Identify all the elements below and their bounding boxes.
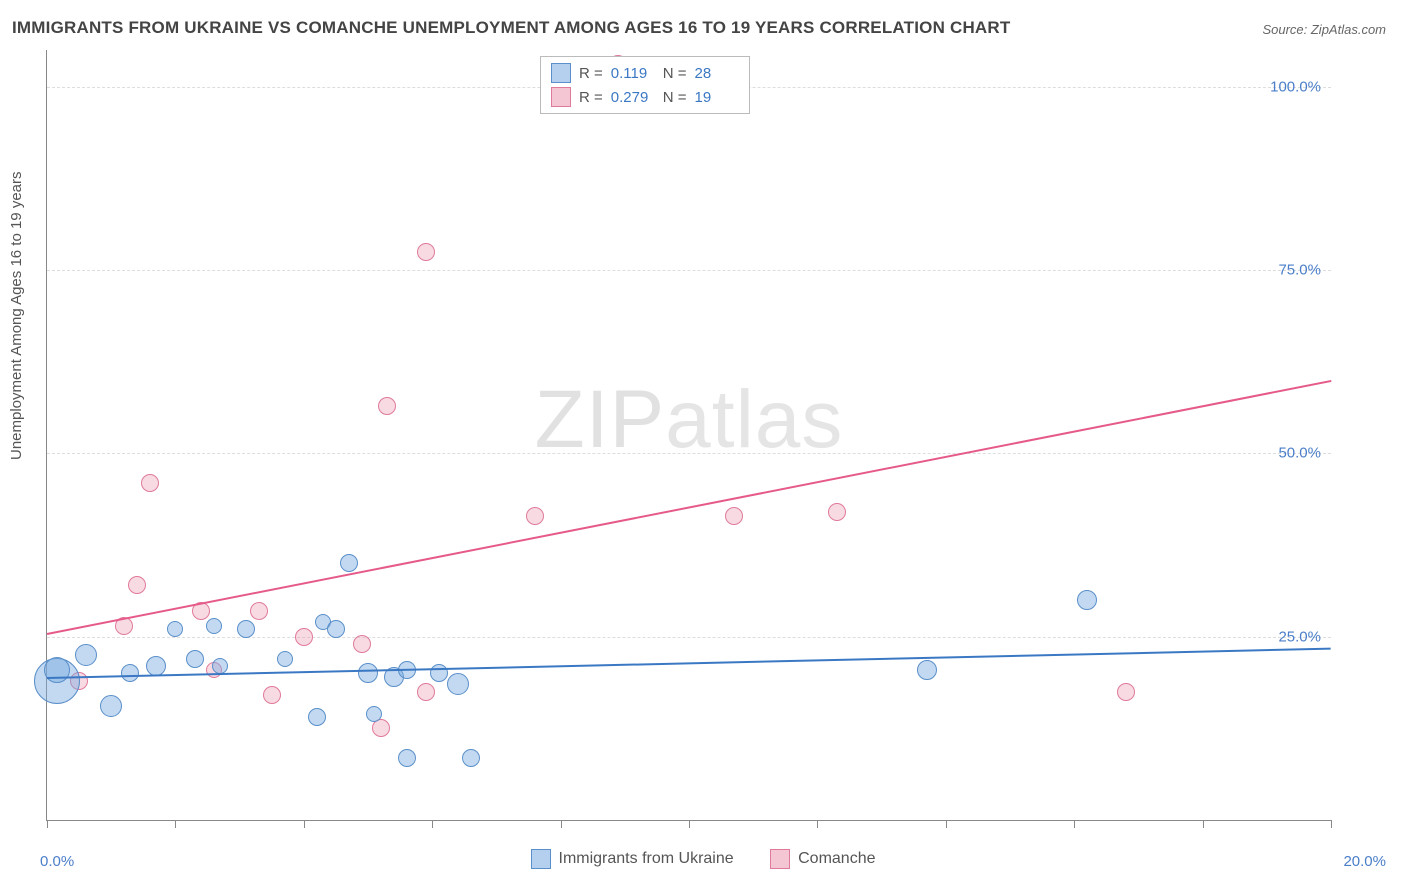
chart-plot-area: ZIPatlas 25.0% 50.0% 75.0% 100.0% bbox=[46, 50, 1331, 821]
n-label: N = bbox=[663, 89, 687, 106]
data-point-pink bbox=[526, 507, 544, 525]
legend-label-pink: Comanche bbox=[798, 850, 875, 868]
x-tick-mark bbox=[1074, 820, 1075, 828]
data-point-blue bbox=[1077, 590, 1097, 610]
data-point-pink bbox=[828, 503, 846, 521]
data-point-pink bbox=[141, 474, 159, 492]
trend-line-blue bbox=[47, 648, 1331, 679]
data-point-blue bbox=[100, 695, 122, 717]
data-point-pink bbox=[263, 686, 281, 704]
chart-title: IMMIGRANTS FROM UKRAINE VS COMANCHE UNEM… bbox=[12, 18, 1010, 38]
gridline bbox=[47, 270, 1331, 271]
data-point-blue bbox=[308, 708, 326, 726]
gridline bbox=[47, 453, 1331, 454]
r-value-pink: 0.279 bbox=[611, 89, 655, 106]
data-point-pink bbox=[725, 507, 743, 525]
data-point-pink bbox=[372, 719, 390, 737]
data-point-blue bbox=[340, 554, 358, 572]
r-label: R = bbox=[579, 65, 603, 82]
gridline bbox=[47, 637, 1331, 638]
x-tick-mark bbox=[304, 820, 305, 828]
data-point-blue bbox=[447, 673, 469, 695]
source-attribution: Source: ZipAtlas.com bbox=[1262, 22, 1386, 37]
data-point-pink bbox=[417, 683, 435, 701]
x-axis-min-label: 0.0% bbox=[40, 853, 74, 870]
data-point-blue bbox=[186, 650, 204, 668]
data-point-blue bbox=[167, 621, 183, 637]
legend-row-pink: R = 0.279 N = 19 bbox=[551, 85, 739, 109]
data-point-pink bbox=[250, 602, 268, 620]
legend-row-blue: R = 0.119 N = 28 bbox=[551, 61, 739, 85]
data-point-blue bbox=[237, 620, 255, 638]
watermark-thin: atlas bbox=[665, 374, 843, 465]
data-point-pink bbox=[1117, 683, 1135, 701]
y-tick-label: 100.0% bbox=[1270, 78, 1321, 95]
data-point-blue bbox=[327, 620, 345, 638]
data-point-blue bbox=[398, 749, 416, 767]
data-point-blue bbox=[75, 644, 97, 666]
r-label: R = bbox=[579, 89, 603, 106]
data-point-pink bbox=[353, 635, 371, 653]
swatch-blue-icon bbox=[531, 849, 551, 869]
x-tick-mark bbox=[432, 820, 433, 828]
n-value-blue: 28 bbox=[695, 65, 739, 82]
x-tick-mark bbox=[946, 820, 947, 828]
swatch-pink-icon bbox=[770, 849, 790, 869]
x-tick-mark bbox=[817, 820, 818, 828]
data-point-pink bbox=[295, 628, 313, 646]
data-point-blue bbox=[212, 658, 228, 674]
y-tick-label: 25.0% bbox=[1278, 628, 1321, 645]
y-axis-label: Unemployment Among Ages 16 to 19 years bbox=[8, 171, 25, 460]
legend-item-pink: Comanche bbox=[770, 849, 875, 869]
y-tick-label: 50.0% bbox=[1278, 445, 1321, 462]
legend-label-blue: Immigrants from Ukraine bbox=[559, 850, 734, 868]
trend-line-pink bbox=[47, 380, 1331, 635]
n-label: N = bbox=[663, 65, 687, 82]
data-point-blue bbox=[462, 749, 480, 767]
x-tick-mark bbox=[47, 820, 48, 828]
data-point-blue bbox=[121, 664, 139, 682]
x-axis-max-label: 20.0% bbox=[1343, 853, 1386, 870]
data-point-blue bbox=[366, 706, 382, 722]
data-point-blue bbox=[917, 660, 937, 680]
x-tick-mark bbox=[175, 820, 176, 828]
data-point-blue bbox=[358, 663, 378, 683]
x-tick-mark bbox=[561, 820, 562, 828]
legend-item-blue: Immigrants from Ukraine bbox=[531, 849, 734, 869]
data-point-pink bbox=[128, 576, 146, 594]
swatch-blue-icon bbox=[551, 63, 571, 83]
data-point-blue bbox=[277, 651, 293, 667]
data-point-pink bbox=[417, 243, 435, 261]
swatch-pink-icon bbox=[551, 87, 571, 107]
correlation-legend: R = 0.119 N = 28 R = 0.279 N = 19 bbox=[540, 56, 750, 114]
x-tick-mark bbox=[689, 820, 690, 828]
series-legend: Immigrants from Ukraine Comanche bbox=[0, 849, 1406, 874]
watermark-bold: ZIP bbox=[535, 374, 666, 465]
data-point-blue bbox=[146, 656, 166, 676]
data-point-blue bbox=[206, 618, 222, 634]
y-tick-label: 75.0% bbox=[1278, 262, 1321, 279]
data-point-pink bbox=[378, 397, 396, 415]
n-value-pink: 19 bbox=[695, 89, 739, 106]
x-tick-mark bbox=[1331, 820, 1332, 828]
r-value-blue: 0.119 bbox=[611, 65, 655, 82]
x-tick-mark bbox=[1203, 820, 1204, 828]
